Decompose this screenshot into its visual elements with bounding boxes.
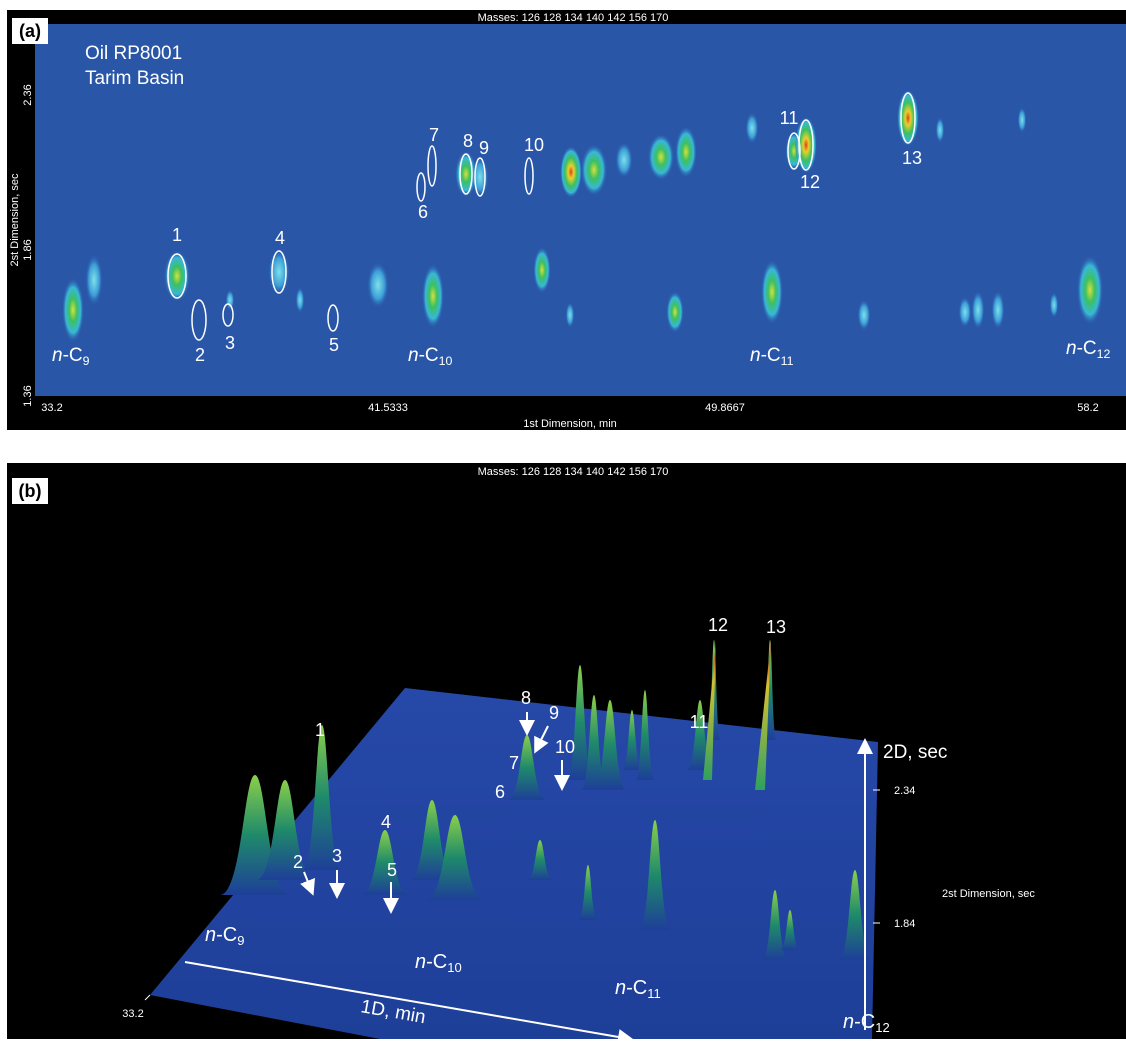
alkane-italic: n [52, 345, 63, 366]
peak-label: 2 [195, 345, 205, 365]
sample-name: Oil RP8001 [85, 43, 182, 64]
alkane-italic: n [615, 977, 626, 999]
peak-label: 2 [293, 852, 303, 872]
alkane-text: -C [1077, 338, 1097, 359]
alkane-italic: n [843, 1011, 854, 1033]
peak-label: 9 [549, 703, 559, 723]
alkane-sub: 12 [1097, 347, 1111, 361]
alkane-sub: 9 [237, 933, 244, 948]
alkane-italic: n [408, 345, 419, 366]
masses: Masses: 126 128 134 140 142 156 170 [478, 12, 669, 24]
y-tick-label: 1.84 [894, 918, 915, 930]
y-tick-label: 1.36 [22, 385, 34, 406]
peak-label: 4 [275, 228, 285, 248]
peak-spot [675, 126, 697, 178]
x-tick-label: 33.2 [41, 402, 62, 414]
peak-label: 5 [329, 335, 339, 355]
x-tick-label: 49.8667 [705, 402, 745, 414]
peak-label: 6 [495, 782, 505, 802]
alkane-sub: 11 [781, 354, 794, 368]
x-tick-label: 58.2 [1077, 402, 1098, 414]
peak-label: 1 [172, 225, 182, 245]
alkane-sub: 10 [439, 354, 453, 368]
peak-label: 10 [555, 737, 575, 757]
peak-label: 1 [315, 720, 325, 740]
peak-label: 13 [902, 148, 922, 168]
y-tick-label: 1.86 [22, 239, 34, 260]
x-tick-label: 33.2 [122, 1008, 143, 1020]
peak-spot [367, 262, 389, 309]
peak-label: 7 [509, 753, 519, 773]
alkane-italic: n [750, 345, 761, 366]
y-tick-label: 2.36 [22, 84, 34, 105]
alkane-text: -C [63, 345, 83, 366]
alkane-text: -C [216, 924, 237, 946]
peak-spot [226, 290, 235, 311]
peak-spot [745, 112, 758, 143]
peak-spot [533, 247, 551, 294]
peak-label: 12 [800, 172, 820, 192]
peak-label: 8 [521, 688, 531, 708]
peak-spot [761, 260, 783, 325]
peak-spot [422, 264, 444, 329]
alkane-sub: 11 [647, 986, 661, 1001]
y-axis-title: 2st Dimension, sec [9, 173, 21, 266]
peak-spot [1050, 292, 1059, 318]
alkane-sub: 9 [83, 354, 90, 368]
peak-label: 10 [524, 135, 544, 155]
peak-label: 13 [766, 617, 786, 637]
figure: Masses: 126 128 134 140 142 156 170 (a) Oi… [0, 0, 1126, 1039]
peak-spot [615, 142, 633, 178]
x-tick-label: 41.5333 [368, 402, 408, 414]
peak-label: 5 [387, 860, 397, 880]
peak-spot [560, 146, 582, 198]
panel-tag: (b) [19, 481, 42, 501]
peak-spot [581, 144, 607, 196]
peak-label: 9 [479, 138, 489, 158]
peak-spot [936, 117, 945, 143]
page: Masses: 126 128 134 140 142 156 170 (a) Oi… [0, 0, 1126, 1044]
sample-name: Tarim Basin [85, 68, 184, 89]
peak-label: 8 [463, 131, 473, 151]
masses: Masses: 126 128 134 140 142 156 170 [478, 466, 669, 478]
alkane-italic: n [415, 951, 426, 973]
axis-arrow-label: 2D, sec [883, 742, 947, 763]
peak-label: 12 [708, 615, 728, 635]
peak-label: 11 [690, 712, 709, 732]
peak-spot [648, 134, 674, 181]
peak-spot [991, 291, 1004, 330]
peak-spot [958, 296, 971, 327]
peak-label: 6 [418, 202, 428, 222]
peak-spot [666, 291, 684, 333]
y-axis-title: 2st Dimension, sec [942, 888, 1035, 900]
peak-spot [1018, 107, 1027, 133]
peak-spot [1077, 255, 1103, 325]
peak-spot [62, 278, 84, 343]
peak-label: 11 [780, 108, 799, 128]
peak-spot [296, 287, 305, 313]
alkane-sub: 12 [875, 1020, 889, 1035]
alkane-text: -C [626, 977, 647, 999]
panel-tag: (a) [19, 21, 41, 41]
peak-spot [857, 299, 870, 330]
peak-spot [471, 156, 489, 198]
alkane-text: -C [761, 345, 781, 366]
alkane-sub: 10 [447, 960, 461, 975]
peak-label: 3 [225, 333, 235, 353]
alkane-text: -C [419, 345, 439, 366]
peak-label: 3 [332, 846, 342, 866]
y-tick-label: 2.34 [894, 785, 915, 797]
peak-label: 7 [429, 125, 439, 145]
peak-spot [85, 254, 103, 306]
alkane-italic: n [1066, 338, 1077, 359]
alkane-italic: n [205, 924, 216, 946]
peak-label: 4 [381, 812, 391, 832]
peak-spot [971, 291, 984, 330]
x-axis-title: 1st Dimension, min [523, 418, 617, 430]
alkane-text: -C [426, 951, 447, 973]
peak-spot [566, 302, 575, 328]
